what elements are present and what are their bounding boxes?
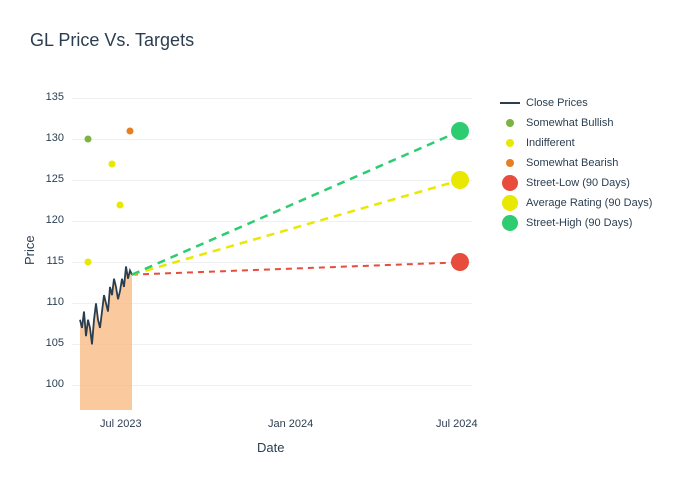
legend-label: Average Rating (90 Days) bbox=[526, 197, 652, 209]
legend-label: Close Prices bbox=[526, 97, 588, 109]
legend: Close Prices Somewhat Bullish Indifferent S… bbox=[500, 95, 652, 235]
x-tick: Jul 2024 bbox=[436, 418, 478, 430]
target-dot-avg bbox=[451, 171, 469, 189]
x-tick: Jan 2024 bbox=[268, 418, 313, 430]
projection-low bbox=[132, 262, 460, 274]
y-tick: 130 bbox=[46, 132, 64, 144]
legend-label: Somewhat Bearish bbox=[526, 157, 618, 169]
legend-item: Somewhat Bearish bbox=[500, 155, 652, 171]
y-tick: 125 bbox=[46, 173, 64, 185]
target-dot-high bbox=[451, 122, 469, 140]
y-tick: 135 bbox=[46, 91, 64, 103]
analyst-dot bbox=[85, 259, 92, 266]
legend-item: Street-Low (90 Days) bbox=[500, 175, 652, 191]
legend-big-dot-icon bbox=[502, 195, 518, 211]
legend-item: Average Rating (90 Days) bbox=[500, 195, 652, 211]
legend-item: Indifferent bbox=[500, 135, 652, 151]
legend-label: Street-High (90 Days) bbox=[526, 217, 632, 229]
legend-dot-icon bbox=[506, 119, 514, 127]
analyst-dot bbox=[109, 160, 116, 167]
y-tick: 120 bbox=[46, 214, 64, 226]
legend-big-dot-icon bbox=[502, 215, 518, 231]
legend-item: Street-High (90 Days) bbox=[500, 215, 652, 231]
y-tick: 115 bbox=[46, 255, 64, 267]
projection-avg bbox=[132, 180, 460, 274]
y-tick: 110 bbox=[46, 296, 64, 308]
legend-dot-icon bbox=[506, 139, 514, 147]
legend-label: Somewhat Bullish bbox=[526, 117, 613, 129]
legend-big-dot-icon bbox=[502, 175, 518, 191]
legend-item: Somewhat Bullish bbox=[500, 115, 652, 131]
projection-high bbox=[132, 131, 460, 275]
x-tick: Jul 2023 bbox=[100, 418, 142, 430]
analyst-dot bbox=[85, 136, 92, 143]
legend-line-icon bbox=[500, 102, 520, 104]
legend-dot-icon bbox=[506, 159, 514, 167]
analyst-dot bbox=[117, 201, 124, 208]
legend-label: Indifferent bbox=[526, 137, 575, 149]
legend-item: Close Prices bbox=[500, 95, 652, 111]
legend-label: Street-Low (90 Days) bbox=[526, 177, 630, 189]
y-tick: 105 bbox=[46, 337, 64, 349]
analyst-dot bbox=[127, 128, 134, 135]
target-dot-low bbox=[451, 253, 469, 271]
y-tick: 100 bbox=[46, 378, 64, 390]
price-area-fill bbox=[80, 266, 132, 410]
